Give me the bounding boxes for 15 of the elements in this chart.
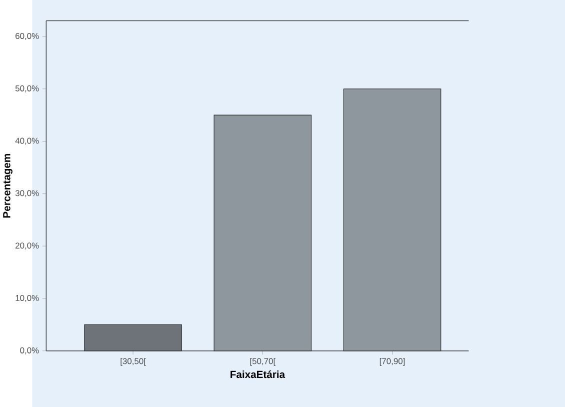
x-tick-label: [50,70[: [250, 358, 276, 366]
bar: [214, 114, 312, 351]
x-axis-title: FaixaEtária: [230, 370, 286, 378]
y-tick-label: 50,0%: [15, 85, 39, 92]
y-tick-label: 60,0%: [16, 32, 39, 40]
y-tick-label: 40,0%: [15, 138, 39, 145]
x-tick-label: [30,50[: [120, 358, 146, 366]
bar: [84, 324, 182, 351]
bar: [343, 88, 442, 351]
y-tick-label: 20,0%: [16, 242, 39, 250]
y-tick-label: 0,0%: [20, 347, 39, 354]
y-tick-label: 10,0%: [16, 294, 39, 302]
y-tick-label: 30,0%: [15, 190, 39, 197]
x-tick-label: [70,90]: [380, 358, 405, 366]
y-axis-title: Percentagem: [3, 154, 12, 218]
